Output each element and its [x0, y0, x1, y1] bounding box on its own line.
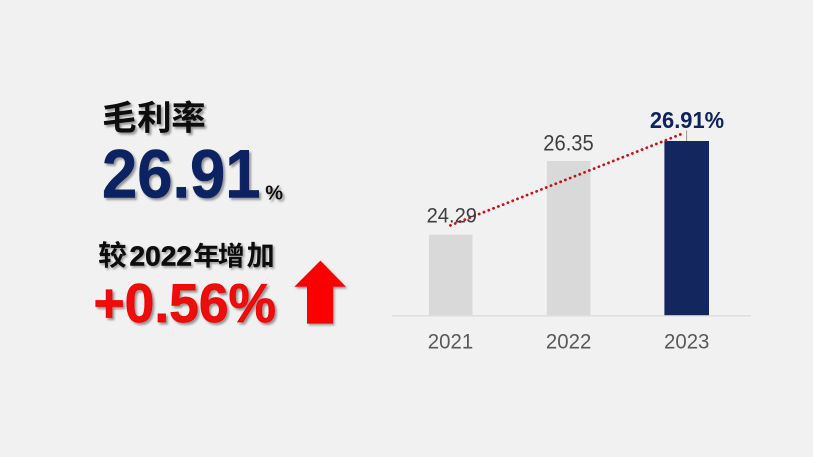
svg-text:2023: 2023 [664, 330, 709, 353]
svg-text:+0.56%: +0.56% [94, 272, 277, 334]
svg-text:2021: 2021 [428, 330, 473, 353]
svg-text:%: % [265, 182, 283, 204]
svg-text:26.35: 26.35 [543, 131, 593, 156]
svg-text:2022: 2022 [546, 330, 591, 353]
svg-text:2022: 2022 [130, 240, 193, 271]
svg-text:26.91%: 26.91% [650, 107, 724, 133]
svg-text:26.91: 26.91 [102, 135, 261, 212]
svg-text:24.29: 24.29 [427, 204, 477, 228]
